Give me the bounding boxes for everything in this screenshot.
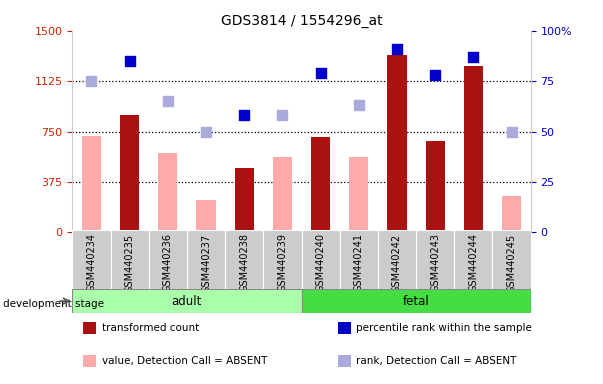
Text: fetal: fetal <box>403 295 429 308</box>
Bar <box>235 168 254 232</box>
Bar <box>187 230 225 290</box>
Bar <box>83 355 96 367</box>
Point <box>201 128 211 135</box>
Bar <box>273 157 292 232</box>
Title: GDS3814 / 1554296_at: GDS3814 / 1554296_at <box>221 14 382 28</box>
Bar <box>72 289 302 313</box>
Text: GSM440244: GSM440244 <box>469 233 478 292</box>
Text: GSM440237: GSM440237 <box>201 233 211 293</box>
Point <box>163 98 172 104</box>
Bar <box>197 200 216 232</box>
Bar <box>225 230 264 290</box>
Text: GSM440238: GSM440238 <box>239 233 249 292</box>
Point <box>239 112 249 118</box>
Bar <box>378 230 416 290</box>
Bar <box>264 230 302 290</box>
Text: value, Detection Call = ABSENT: value, Detection Call = ABSENT <box>101 356 267 366</box>
Text: GSM440243: GSM440243 <box>430 233 440 292</box>
Bar <box>311 137 330 232</box>
Bar <box>302 230 339 290</box>
Bar <box>338 322 351 334</box>
Text: adult: adult <box>172 295 202 308</box>
Text: GSM440242: GSM440242 <box>392 233 402 293</box>
Bar <box>82 136 101 232</box>
Point <box>507 128 516 135</box>
Bar <box>338 355 351 367</box>
Text: GSM440240: GSM440240 <box>315 233 326 292</box>
Point <box>392 46 402 52</box>
Text: transformed count: transformed count <box>101 323 199 333</box>
Bar <box>72 230 110 290</box>
Point <box>354 102 364 108</box>
Point <box>87 78 96 84</box>
Text: rank, Detection Call = ABSENT: rank, Detection Call = ABSENT <box>356 356 517 366</box>
Bar <box>83 322 96 334</box>
Text: GSM440241: GSM440241 <box>354 233 364 292</box>
Text: GSM440235: GSM440235 <box>125 233 134 293</box>
Bar <box>349 157 368 232</box>
Bar <box>158 153 177 232</box>
Point <box>469 54 478 60</box>
Bar <box>502 196 521 232</box>
Text: GSM440236: GSM440236 <box>163 233 173 292</box>
Text: GSM440234: GSM440234 <box>86 233 96 292</box>
Point <box>277 112 287 118</box>
Bar <box>110 230 149 290</box>
Point <box>431 72 440 78</box>
Bar <box>464 66 483 232</box>
Bar <box>493 230 531 290</box>
Point <box>316 70 326 76</box>
Bar <box>426 141 444 232</box>
Bar <box>120 115 139 232</box>
Bar <box>302 289 531 313</box>
Text: percentile rank within the sample: percentile rank within the sample <box>356 323 532 333</box>
Text: development stage: development stage <box>3 299 104 309</box>
Bar <box>416 230 454 290</box>
Bar <box>454 230 493 290</box>
Bar <box>149 230 187 290</box>
Text: GSM440239: GSM440239 <box>277 233 288 292</box>
Point <box>125 58 134 64</box>
Text: GSM440245: GSM440245 <box>507 233 517 293</box>
Bar <box>339 230 378 290</box>
Bar <box>387 55 406 232</box>
